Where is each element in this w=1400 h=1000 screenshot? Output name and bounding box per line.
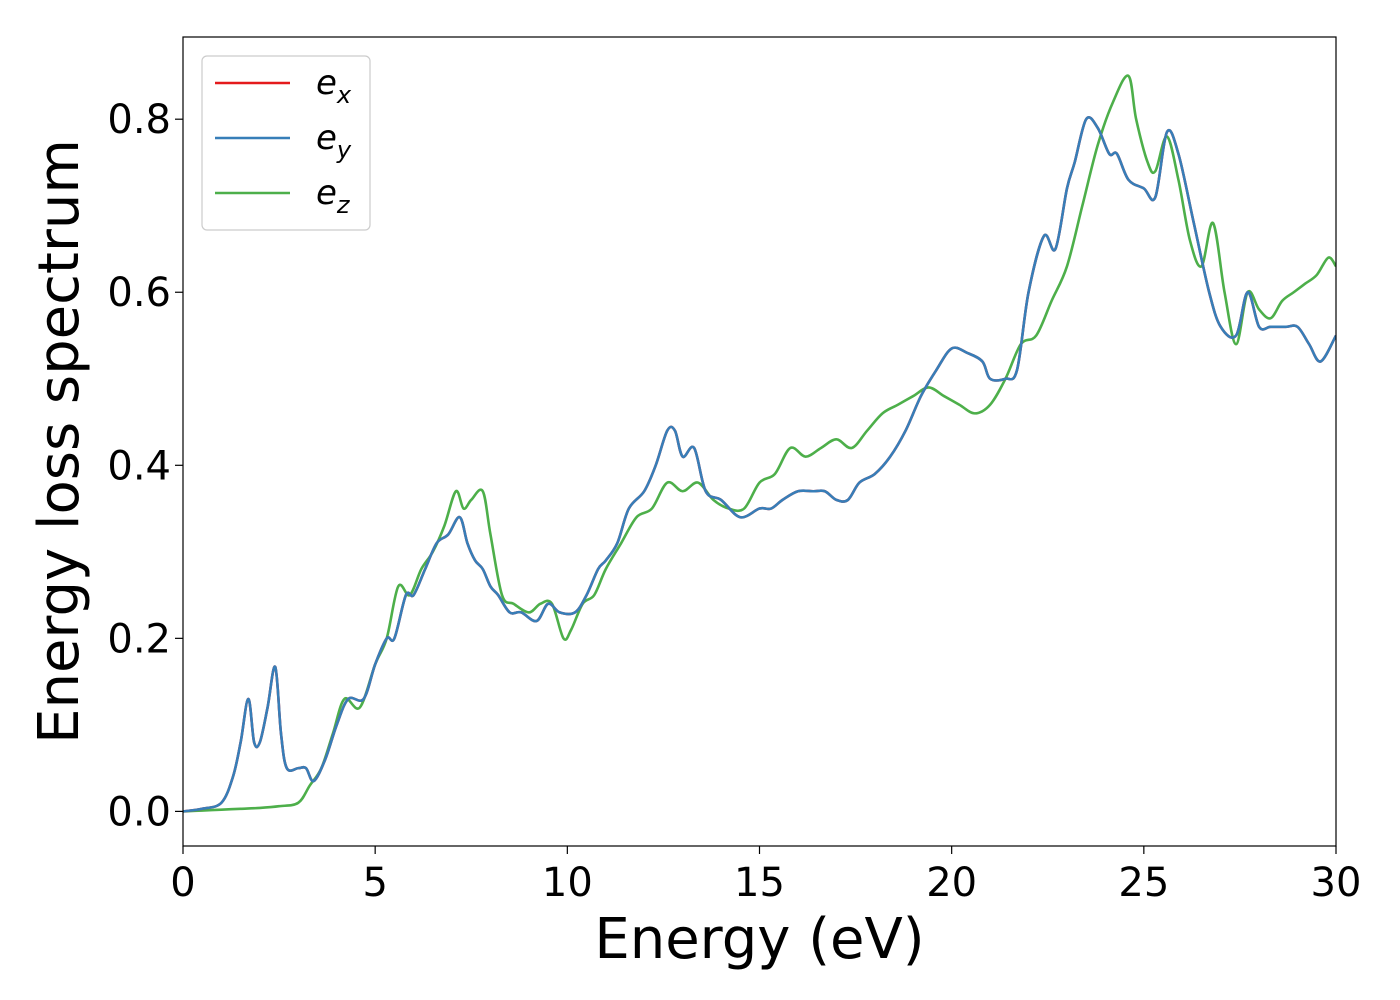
- y-tick-label: 0.6: [107, 270, 171, 316]
- legend-label-ez: ez: [316, 173, 351, 219]
- x-tick-label: 15: [734, 860, 785, 906]
- x-tick-label: 10: [542, 860, 593, 906]
- y-tick-label: 0.2: [107, 616, 171, 662]
- y-axis-ticks: 0.0 0.2 0.4 0.6 0.8: [107, 97, 183, 835]
- x-axis-label: Energy (eV): [594, 907, 924, 972]
- legend-label-ex: ex: [316, 63, 352, 109]
- x-axis-ticks: 0 5 10 15 20 25 30: [170, 846, 1361, 906]
- y-tick-label: 0.4: [107, 443, 171, 489]
- legend-box: [201, 55, 371, 231]
- series-line-ey: [183, 116, 1336, 813]
- y-axis-label: Energy loss spectrum: [27, 139, 92, 744]
- x-tick-label: 25: [1118, 860, 1169, 906]
- x-tick-label: 5: [362, 860, 387, 906]
- x-tick-label: 30: [1311, 860, 1362, 906]
- y-tick-label: 0.0: [107, 789, 171, 835]
- series-line-ez: [183, 74, 1336, 813]
- x-tick-label: 20: [926, 860, 977, 906]
- legend-label-ey: ey: [316, 118, 352, 164]
- series-layer: [183, 74, 1336, 813]
- legend: ex ey ez: [201, 55, 371, 231]
- y-tick-label: 0.8: [107, 97, 171, 143]
- x-tick-label: 0: [170, 860, 195, 906]
